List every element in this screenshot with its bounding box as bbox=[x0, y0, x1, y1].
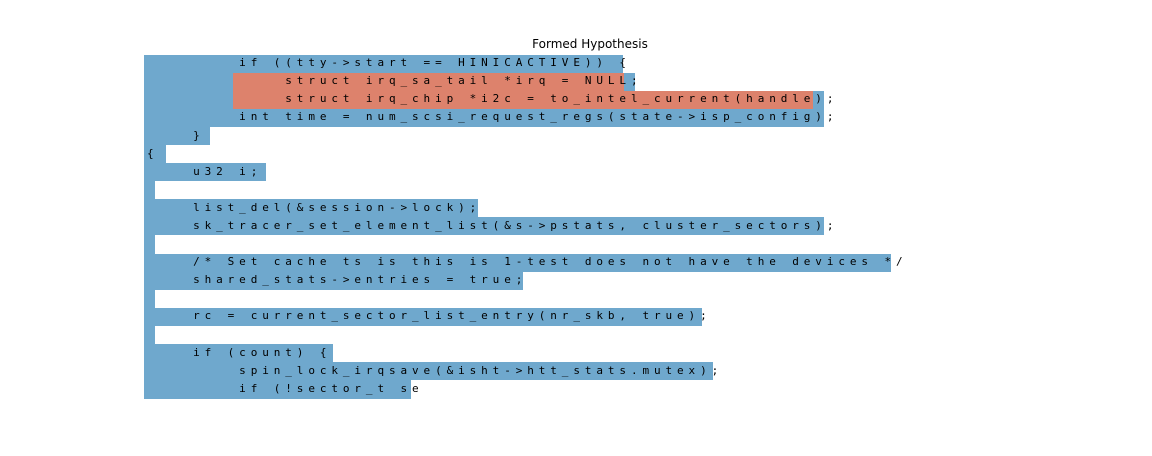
code-line: if (!sector_t se bbox=[147, 382, 424, 395]
code-line: list_del(&session->lock); bbox=[147, 201, 482, 214]
highlight-band bbox=[144, 235, 155, 254]
highlight-band bbox=[144, 344, 333, 362]
highlight-band bbox=[144, 308, 702, 326]
code-line: /* Set cache ts is this is 1-test does n… bbox=[147, 255, 908, 268]
code-line: if ((tty->start == HINICACTIVE)) { bbox=[147, 56, 631, 69]
figure-title: Formed Hypothesis bbox=[532, 37, 648, 51]
active-highlight-band bbox=[233, 73, 624, 91]
code-line: shared_stats->entries = true; bbox=[147, 273, 528, 286]
code-line: { bbox=[147, 147, 159, 160]
highlight-band bbox=[144, 380, 411, 399]
code-line: if (count) { bbox=[147, 346, 332, 359]
code-line: } bbox=[147, 129, 205, 142]
highlight-band bbox=[144, 127, 210, 145]
highlight-band bbox=[144, 217, 824, 235]
code-line: u32 i; bbox=[147, 165, 263, 178]
highlight-band bbox=[144, 163, 266, 181]
highlight-band bbox=[144, 199, 478, 217]
code-line: rc = current_sector_list_entry(nr_skb, t… bbox=[147, 309, 712, 322]
code-line: int time = num_scsi_request_regs(state->… bbox=[147, 110, 839, 123]
code-line: sk_tracer_set_element_list(&s->pstats, c… bbox=[147, 219, 839, 232]
highlight-band bbox=[144, 181, 155, 199]
highlight-band bbox=[144, 362, 713, 380]
code-line: spin_lock_irqsave(&isht->htt_stats.mutex… bbox=[147, 364, 724, 377]
highlight-band bbox=[144, 272, 523, 290]
highlight-band bbox=[144, 326, 155, 344]
highlight-band bbox=[144, 55, 623, 73]
highlight-band bbox=[144, 145, 166, 163]
code-line: struct irq_chip *i2c = to_intel_current(… bbox=[147, 92, 839, 105]
highlight-band bbox=[144, 290, 155, 308]
active-highlight-band bbox=[233, 91, 813, 109]
highlight-band bbox=[144, 254, 891, 272]
highlight-band bbox=[144, 109, 824, 127]
code-line: struct irq_sa_tail *irq = NULL; bbox=[147, 74, 643, 87]
